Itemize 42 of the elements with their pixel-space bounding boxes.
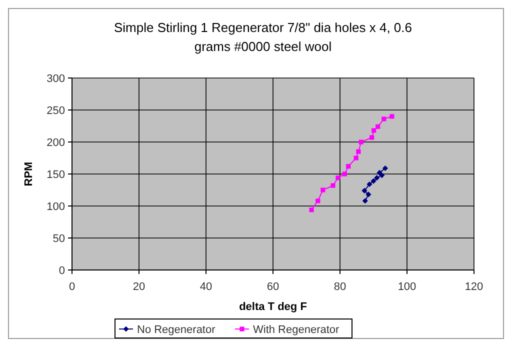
y-tick-label: 0 [58,265,65,277]
point [342,172,347,176]
point [309,208,314,212]
point [354,156,358,160]
x-tick-label: 40 [200,281,212,293]
legend-label: With Regenerator [253,324,340,336]
point [390,114,394,119]
point [346,164,351,169]
y-tick-label: 300 [46,73,65,85]
x-tick-label: 0 [68,281,76,293]
point [366,181,372,188]
point [370,178,376,184]
y-tick-label: 150 [46,169,65,181]
point [336,176,340,180]
point [374,175,380,181]
point [370,135,374,140]
point [362,188,368,194]
y-tick-label: 50 [52,233,65,245]
x-tick-label: 60 [266,281,280,293]
point [356,149,361,154]
point [316,198,320,204]
point [376,170,382,176]
point [330,183,336,188]
y-axis-title: RPM [23,162,35,186]
point [382,165,388,172]
point [358,140,364,144]
point [366,192,372,198]
point [320,188,326,192]
x-tick-label: 20 [132,281,146,293]
x-tick-label: 80 [334,281,346,293]
x-axis-title: delta T deg F [239,301,308,313]
point [382,116,386,122]
y-tick-label: 250 [46,105,65,117]
y-tick-label: 200 [46,137,65,149]
point [362,198,368,204]
x-tick-label: 100 [398,281,416,293]
point [376,124,380,129]
y-tick-label: 100 [46,201,65,213]
point [372,128,376,133]
x-tick-label: 120 [464,281,484,293]
legend-label: No Regenerator [137,324,216,336]
chart-title: Simple Stirling 1 Regenerator 7/8" dia holes x 4, 0.6 grams #0000 steel wool [114,20,412,54]
